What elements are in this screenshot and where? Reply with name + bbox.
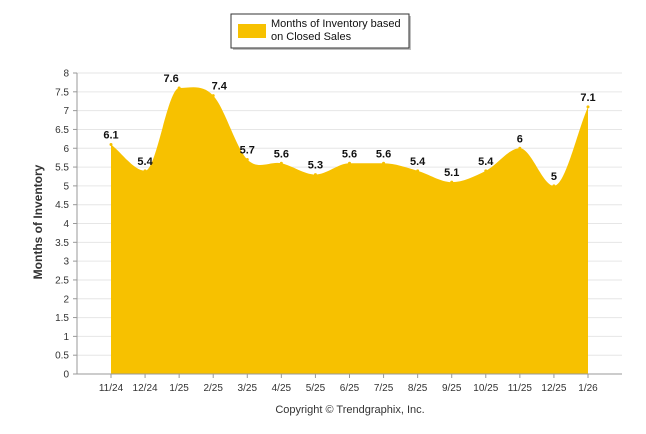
x-tick-label: 1/25 <box>169 383 189 394</box>
data-label: 6.1 <box>103 129 118 141</box>
y-tick-label: 3 <box>63 257 69 268</box>
x-tick-label: 1/26 <box>578 383 598 394</box>
y-tick-label: 4 <box>63 219 69 230</box>
data-label: 5 <box>551 171 557 183</box>
data-point <box>586 105 590 109</box>
data-point <box>348 161 351 165</box>
data-point <box>109 142 113 146</box>
y-tick-label: 4.5 <box>55 200 69 211</box>
y-ticks: 0 0.5 1 1.5 2 2.5 3 3.5 4 4.5 5 5.5 6 6.5 7 7.5 8 <box>55 69 77 381</box>
data-point <box>245 158 249 162</box>
data-point <box>211 94 215 98</box>
data-label: 5.3 <box>308 160 323 172</box>
x-tick-label: 9/25 <box>442 383 462 394</box>
y-tick-label: 5 <box>63 181 69 192</box>
data-point <box>552 184 556 188</box>
y-tick-label: 0.5 <box>55 351 69 362</box>
data-label: 5.6 <box>376 148 391 160</box>
legend: Months of Inventory based on Closed Sale… <box>230 13 411 50</box>
y-tick-label: 2 <box>63 294 69 305</box>
legend-line-2: on Closed Sales <box>271 31 352 43</box>
data-label: 7.6 <box>163 73 178 85</box>
y-tick-label: 7 <box>63 106 69 117</box>
x-tick-label: 12/24 <box>133 383 158 394</box>
data-point <box>416 169 420 173</box>
y-tick-label: 6 <box>63 144 69 155</box>
data-label: 5.4 <box>478 156 494 168</box>
copyright-text: Copyright © Trendgraphix, Inc. <box>275 404 424 416</box>
legend-line-1: Months of Inventory based <box>271 18 401 30</box>
x-tick-label: 7/25 <box>374 383 394 394</box>
y-tick-label: 8 <box>63 69 69 80</box>
data-label: 7.4 <box>212 81 228 93</box>
x-tick-label: 3/25 <box>238 383 258 394</box>
data-point <box>177 86 181 90</box>
area-fill <box>111 87 588 375</box>
data-point <box>382 161 386 165</box>
data-point <box>484 169 488 173</box>
area-series <box>109 86 590 375</box>
y-tick-label: 0 <box>63 370 69 381</box>
data-point <box>313 173 317 177</box>
y-tick-label: 1.5 <box>55 313 69 324</box>
x-tick-label: 8/25 <box>408 383 428 394</box>
y-tick-label: 6.5 <box>55 125 69 136</box>
data-labels: 6.1 5.4 7.6 7.4 5.7 5.6 5.3 5.6 5.6 5.4 5.1 5.4 6 5 7.… <box>103 73 595 183</box>
data-point <box>450 180 454 184</box>
x-tick-label: 11/25 <box>508 383 533 394</box>
data-label: 5.4 <box>137 156 153 168</box>
data-point <box>279 161 283 165</box>
data-label: 7.1 <box>580 92 595 104</box>
y-axis-title: Months of Inventory <box>31 164 45 279</box>
x-tick-label: 5/25 <box>306 383 326 394</box>
data-label: 5.6 <box>342 148 357 160</box>
y-tick-label: 2.5 <box>55 275 69 286</box>
data-label: 5.7 <box>240 145 255 157</box>
x-tick-label: 10/25 <box>473 383 498 394</box>
y-tick-label: 3.5 <box>55 238 69 249</box>
x-tick-label: 11/24 <box>99 383 124 394</box>
data-label: 6 <box>517 133 523 145</box>
legend-swatch <box>238 24 266 38</box>
x-tick-label: 4/25 <box>272 383 292 394</box>
y-tick-label: 5.5 <box>55 163 69 174</box>
data-point <box>518 146 522 150</box>
x-tick-label: 6/25 <box>340 383 360 394</box>
data-label: 5.6 <box>274 148 289 160</box>
y-tick-label: 7.5 <box>55 87 69 98</box>
data-label: 5.1 <box>444 167 459 179</box>
x-tick-label: 12/25 <box>541 383 566 394</box>
data-point <box>143 169 147 173</box>
x-tick-label: 2/25 <box>203 383 223 394</box>
data-label: 5.4 <box>410 156 426 168</box>
x-ticks: 11/24 12/24 1/25 2/25 3/25 4/25 5/25 6/25 7/25 8/… <box>99 374 598 394</box>
y-tick-label: 1 <box>63 332 69 343</box>
